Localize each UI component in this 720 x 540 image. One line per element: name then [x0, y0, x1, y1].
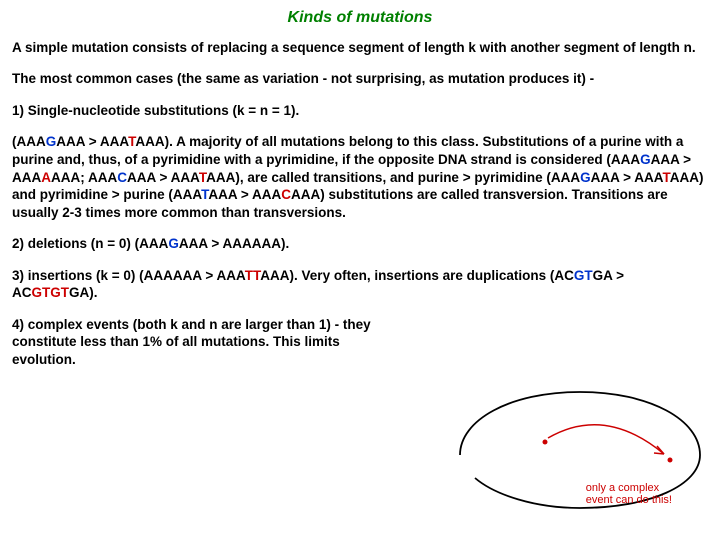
- dot-end: [668, 458, 673, 463]
- item2: 2) deletions (n = 0) (AAAGAAA > AAAAAA).: [12, 235, 708, 253]
- diagram-caption: only a complex event can do this!: [586, 482, 672, 506]
- item3: 3) insertions (k = 0) (AAAAAA > AAATTAAA…: [12, 267, 708, 302]
- arc-arrow: [548, 425, 664, 454]
- common-cases: The most common cases (the same as varia…: [12, 70, 708, 88]
- content-body: A simple mutation consists of replacing …: [0, 39, 720, 369]
- item1-heading: 1) Single-nucleotide substitutions (k = …: [12, 102, 708, 120]
- page-title: Kinds of mutations: [0, 0, 720, 39]
- dot-start: [543, 440, 548, 445]
- item4: 4) complex events (both k and n are larg…: [12, 316, 392, 369]
- item1-body: (AAAGAAA > AAATAAA). A majority of all m…: [12, 133, 708, 221]
- intro-paragraph: A simple mutation consists of replacing …: [12, 39, 708, 57]
